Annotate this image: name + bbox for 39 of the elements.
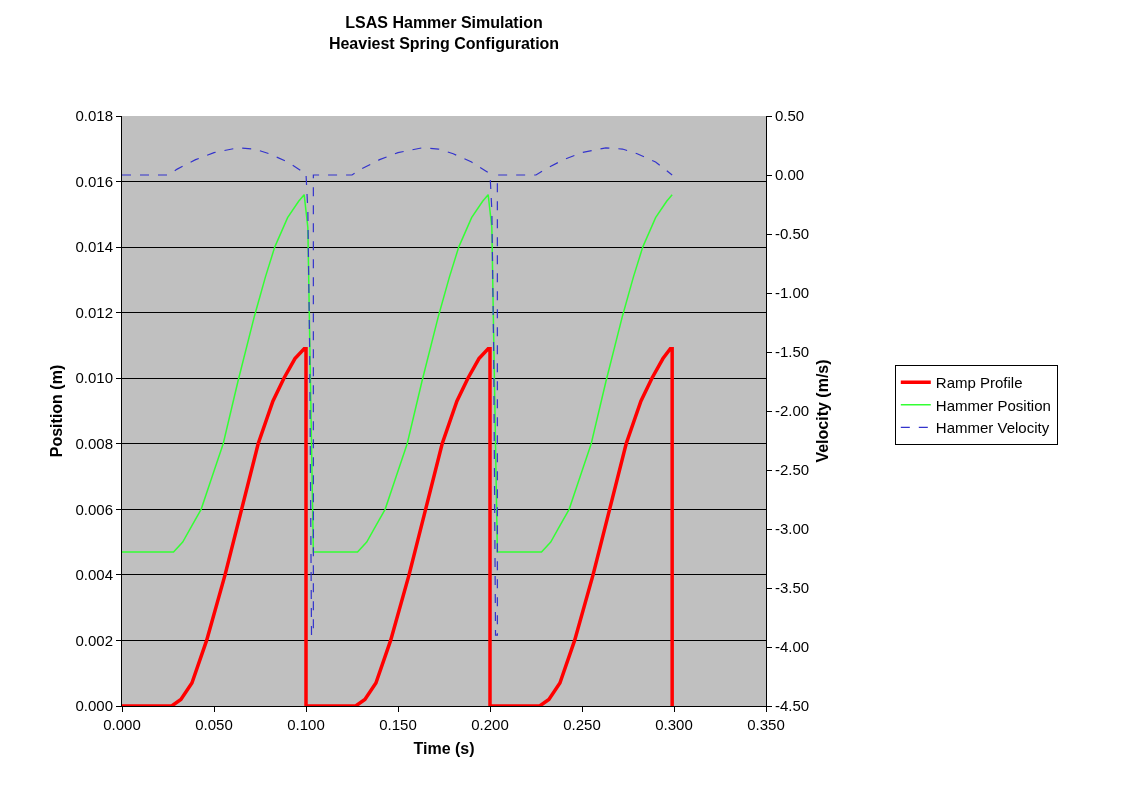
y2-tick-label: -0.50 (775, 225, 810, 243)
y2-tick-label: 0.00 (775, 166, 805, 184)
line-series (122, 147, 673, 636)
x-tick-label: 0.350 (747, 716, 785, 733)
y2-tick-label: -3.50 (775, 579, 810, 597)
y-tick-label: 0.008 (75, 435, 113, 453)
legend-label: Ramp Profile (935, 374, 1023, 392)
y2-tick-label: -1.50 (775, 343, 810, 361)
y-tick-label: 0.004 (75, 566, 113, 584)
y2-tick-label: -4.00 (775, 638, 810, 656)
y-tick-label: 0.002 (75, 631, 113, 649)
y2-tick-label: -4.50 (775, 697, 810, 715)
chart-title: LSAS Hammer Simulation Heaviest Spring Configuration (328, 14, 560, 52)
y2-tick-label: 0.50 (775, 107, 805, 125)
y2-tick-label: -1.00 (775, 284, 810, 302)
x-axis-title: Time (s) (413, 739, 475, 757)
y-tick-label: 0.014 (75, 238, 113, 256)
x-tick-label: 0.050 (195, 716, 233, 733)
y-tick-label: 0.006 (75, 500, 113, 518)
y-axis-title: Position (m) (48, 364, 66, 458)
x-tick-label: 0.000 (103, 716, 141, 733)
line-series (122, 346, 674, 706)
x-tick-label: 0.100 (287, 716, 325, 733)
x-tick-label: 0.150 (379, 716, 417, 733)
y-tick-label: 0.012 (75, 303, 113, 321)
x-tick-label: 0.300 (655, 716, 693, 733)
y2-tick-label: -3.00 (775, 520, 810, 538)
x-tick-label: 0.250 (563, 716, 601, 733)
x-tick-label: 0.200 (471, 716, 509, 733)
y-tick-label: 0.010 (75, 369, 113, 387)
line-series (122, 193, 673, 553)
y2-axis-title: Velocity (m/s) (813, 359, 831, 463)
y2-tick-label: -2.00 (775, 402, 810, 420)
y2-tick-label: -2.50 (775, 461, 810, 479)
legend-label: Hammer Position (935, 396, 1051, 414)
y-tick-label: 0.016 (75, 172, 113, 190)
y-tick-label: 0.018 (75, 107, 113, 125)
y-tick-label: 0.000 (75, 697, 113, 715)
legend-label: Hammer Velocity (935, 419, 1050, 437)
